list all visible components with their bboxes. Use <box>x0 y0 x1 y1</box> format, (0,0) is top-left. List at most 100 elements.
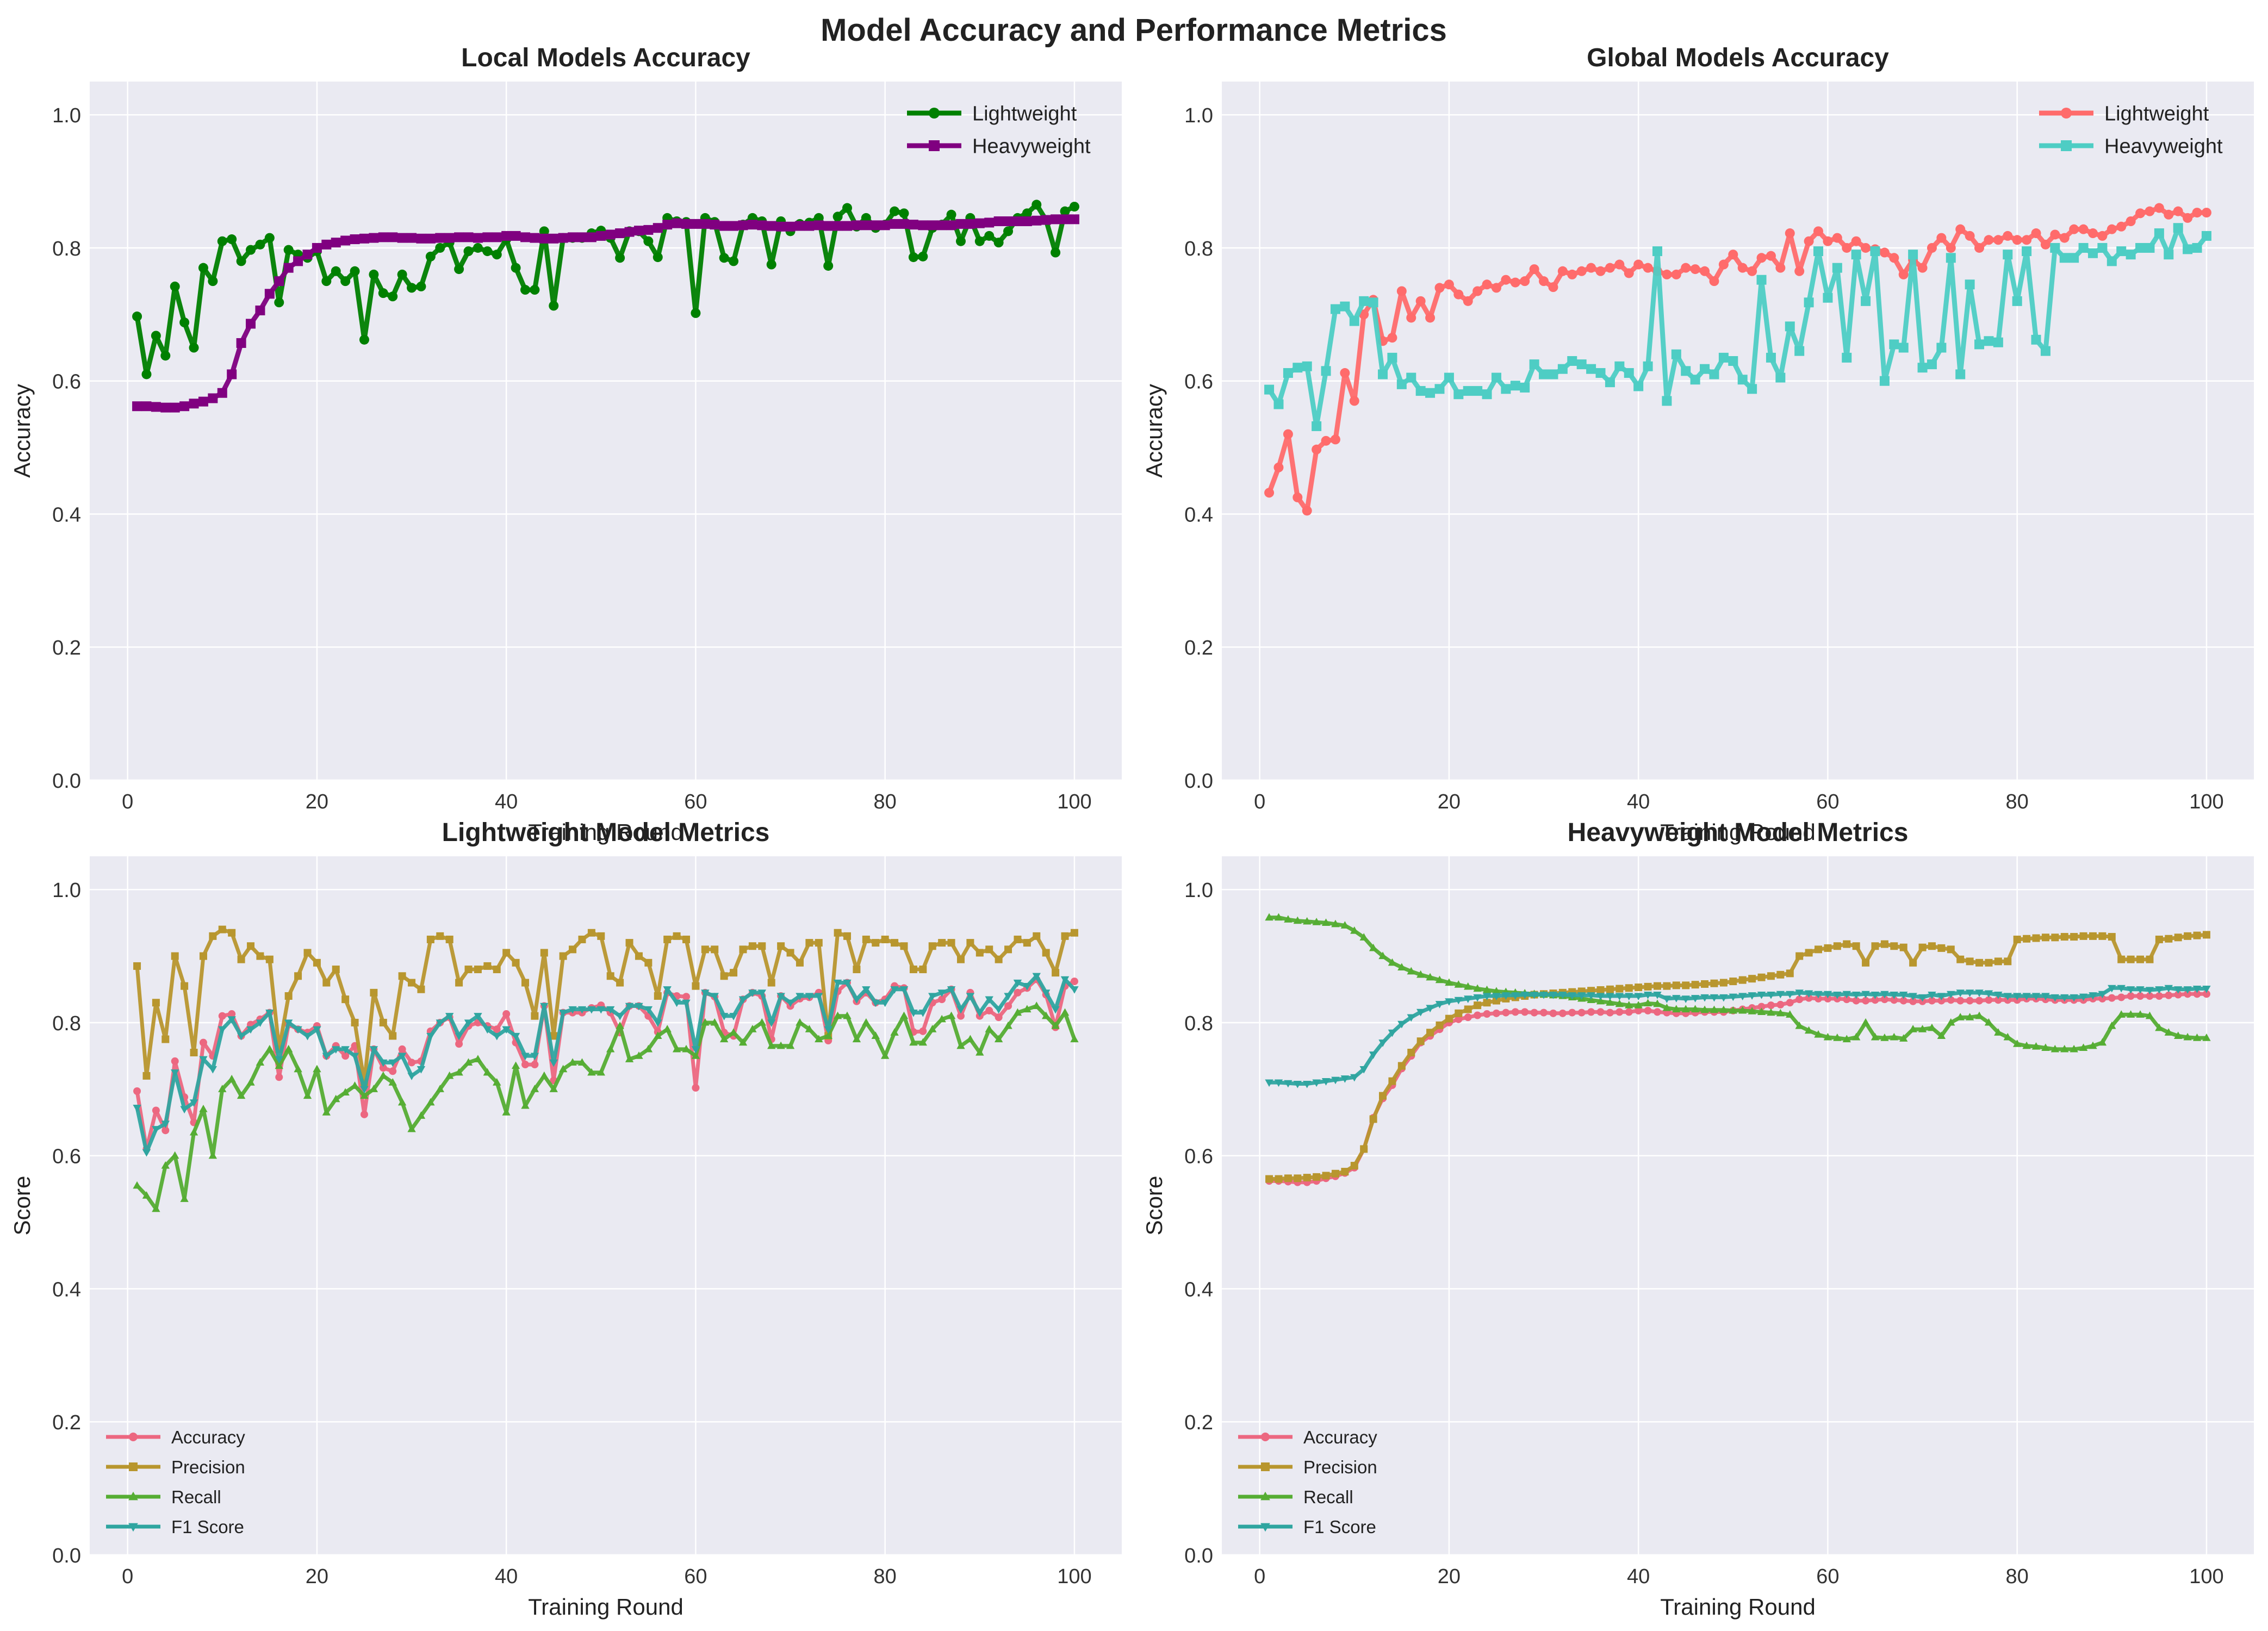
data-point <box>436 1019 444 1028</box>
legend-marker <box>129 1462 138 1471</box>
data-point <box>1340 921 1350 929</box>
data-point <box>369 1046 378 1054</box>
x-tick-label: 100 <box>1057 1565 1091 1588</box>
data-point <box>2060 994 2069 1002</box>
data-point <box>766 221 776 231</box>
legend-item: Lightweight <box>2039 103 2209 126</box>
data-point <box>1833 1034 1842 1041</box>
data-point <box>786 999 795 1007</box>
data-point <box>1321 1078 1331 1086</box>
data-point <box>416 281 426 291</box>
data-point <box>738 996 748 1004</box>
data-point <box>1813 226 1824 236</box>
data-point <box>246 1026 255 1034</box>
data-point <box>1387 333 1397 343</box>
data-point <box>2060 933 2068 941</box>
data-point <box>322 1108 331 1116</box>
data-point <box>1388 958 1397 966</box>
data-point <box>653 252 663 263</box>
data-point <box>880 999 890 1007</box>
data-point <box>218 1026 227 1034</box>
y-tick-label: 0.0 <box>52 770 81 793</box>
data-point <box>1681 366 1691 376</box>
data-point <box>1606 985 1614 993</box>
data-point <box>1520 382 1530 393</box>
data-point <box>974 218 985 228</box>
data-point <box>596 1068 605 1076</box>
data-point <box>520 285 530 295</box>
data-point <box>360 1086 369 1094</box>
data-point <box>152 1204 160 1212</box>
data-point <box>1511 1008 1519 1016</box>
data-point <box>862 935 870 943</box>
data-point <box>872 939 880 947</box>
y-tick-label: 0.2 <box>52 637 81 659</box>
data-point <box>1956 997 1965 1005</box>
data-point <box>1331 1169 1339 1178</box>
data-point <box>1728 250 1738 260</box>
data-point <box>1492 993 1501 1001</box>
data-point <box>1491 283 1501 293</box>
data-point <box>2116 246 2127 257</box>
data-point <box>616 1013 624 1020</box>
data-point <box>890 986 899 994</box>
legend-marker <box>1260 1491 1270 1501</box>
data-point <box>653 223 663 233</box>
data-point <box>332 1094 340 1103</box>
legend-label: Precision <box>171 1457 245 1477</box>
data-point <box>340 276 351 287</box>
data-point <box>1274 913 1283 921</box>
data-point <box>218 1085 227 1092</box>
data-point <box>1615 993 1624 1001</box>
data-point <box>900 942 908 950</box>
x-tick-label: 60 <box>684 790 707 813</box>
data-point <box>842 203 853 213</box>
data-point <box>720 972 728 980</box>
data-point <box>823 260 834 271</box>
data-point <box>1899 1034 1908 1042</box>
data-point <box>1776 1009 1785 1017</box>
data-point <box>190 1049 198 1057</box>
data-point <box>141 369 152 379</box>
data-point <box>1681 995 1690 1003</box>
data-point <box>407 1124 416 1132</box>
data-point <box>1482 389 1492 400</box>
chart-title: Heavyweight Model Metrics <box>1568 818 1909 847</box>
legend-label: Accuracy <box>171 1427 245 1447</box>
data-point <box>1435 975 1444 983</box>
data-point <box>1633 381 1644 391</box>
data-point <box>786 1041 795 1049</box>
data-point <box>2145 242 2155 253</box>
x-axis-label: Training Round <box>1660 819 1816 845</box>
data-point <box>2108 1022 2116 1029</box>
data-point <box>2117 955 2126 963</box>
data-point <box>1032 200 1042 210</box>
data-point <box>1691 981 1699 989</box>
data-point <box>2089 1041 2097 1049</box>
data-point <box>294 1026 302 1034</box>
data-point <box>407 1073 416 1080</box>
data-point <box>2201 231 2211 241</box>
data-point <box>956 1006 965 1014</box>
data-point <box>616 1022 624 1029</box>
data-point <box>1577 1009 1586 1017</box>
data-point <box>833 1011 842 1019</box>
data-point <box>1406 313 1416 323</box>
x-axis-label: Training Round <box>528 819 683 845</box>
data-point <box>293 256 303 266</box>
data-point <box>2117 985 2126 993</box>
data-point <box>1052 969 1060 977</box>
data-point <box>416 233 426 244</box>
data-point <box>2154 203 2164 213</box>
data-point <box>1861 991 1870 999</box>
y-tick-label: 0.6 <box>1184 1146 1213 1168</box>
data-point <box>189 399 199 409</box>
data-point <box>2079 993 2088 1001</box>
data-point <box>2135 242 2146 253</box>
data-point <box>908 220 918 230</box>
data-point <box>1605 263 1615 273</box>
data-point <box>275 1073 283 1081</box>
x-tick-label: 60 <box>684 1565 707 1588</box>
data-point <box>379 1018 387 1026</box>
data-point <box>501 231 512 241</box>
